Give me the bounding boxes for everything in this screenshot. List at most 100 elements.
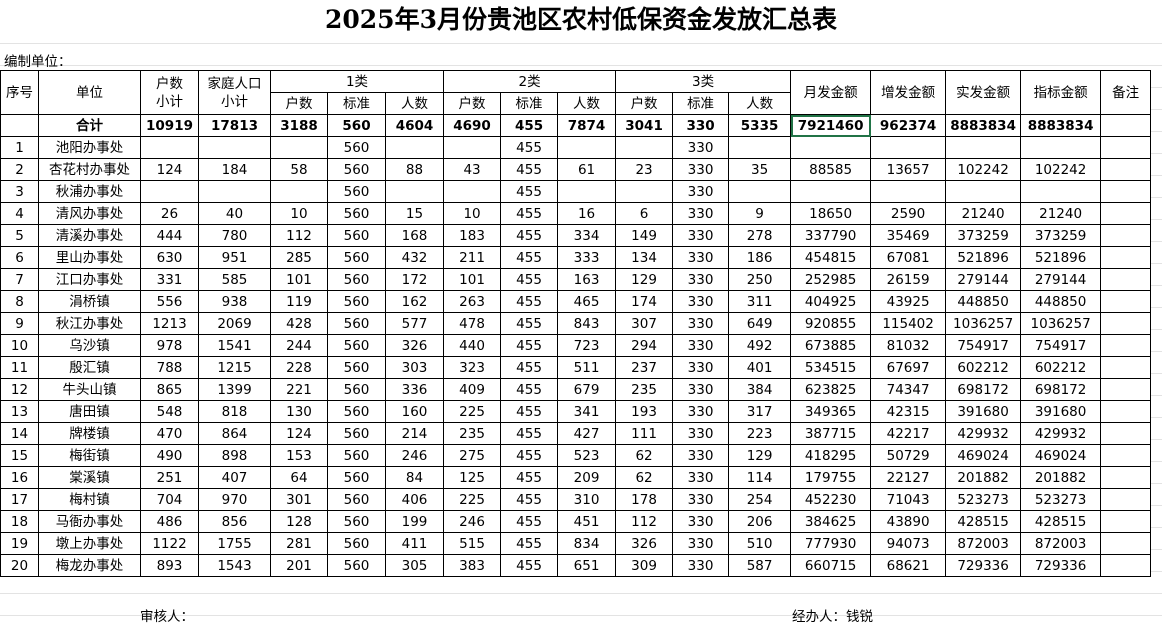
header-cell: 户数 bbox=[443, 92, 502, 115]
cell: 560 bbox=[327, 488, 386, 511]
cell: 409 bbox=[443, 378, 502, 401]
row-number: 1 bbox=[0, 136, 39, 159]
cell: 429932 bbox=[945, 422, 1022, 445]
cell: 153 bbox=[270, 444, 328, 467]
row-number: 8 bbox=[0, 290, 39, 313]
cell: 865 bbox=[140, 378, 199, 401]
cell: 23 bbox=[615, 158, 674, 181]
row-number: 11 bbox=[0, 356, 39, 379]
cell: 387715 bbox=[790, 422, 872, 445]
cell: 228 bbox=[270, 356, 328, 379]
unit-name: 殷汇镇 bbox=[38, 356, 141, 379]
cell: 330 bbox=[672, 356, 730, 379]
cell: 9 bbox=[728, 202, 792, 225]
cell bbox=[615, 180, 674, 203]
cell: 455 bbox=[500, 180, 559, 203]
data-row: 18 马衙办事处 486 856 128 560 199 246 455 451 112 330 206… bbox=[0, 510, 1152, 533]
cell bbox=[1100, 224, 1152, 247]
row-number: 3 bbox=[0, 180, 39, 203]
cell: 237 bbox=[615, 356, 674, 379]
cell: 560 bbox=[327, 444, 386, 467]
unit-name: 牌楼镇 bbox=[38, 422, 141, 445]
cell: 336 bbox=[384, 378, 445, 401]
cell: 534515 bbox=[790, 356, 872, 379]
unit-name: 乌沙镇 bbox=[38, 334, 141, 357]
cell: 938 bbox=[198, 290, 271, 313]
cell: 401 bbox=[728, 356, 792, 379]
cell: 179755 bbox=[790, 466, 872, 489]
cell: 729336 bbox=[945, 554, 1022, 577]
cell: 40 bbox=[198, 202, 271, 225]
cell: 560 bbox=[327, 246, 386, 269]
cell: 16 bbox=[557, 202, 617, 225]
cell: 920855 bbox=[790, 312, 872, 335]
cell bbox=[0, 114, 39, 137]
cell: 162 bbox=[384, 290, 445, 313]
cell: 560 bbox=[327, 466, 386, 489]
cell: 587 bbox=[728, 554, 792, 577]
cell: 330 bbox=[672, 400, 730, 423]
cell: 1215 bbox=[198, 356, 271, 379]
data-row: 1 池阳办事处 560 455 330 bbox=[0, 136, 1152, 159]
cell: 428515 bbox=[1020, 510, 1102, 533]
header-cell: 人数 bbox=[728, 92, 792, 115]
cell: 35 bbox=[728, 158, 792, 181]
unit-name: 梅街镇 bbox=[38, 444, 141, 467]
table-body: 序号 单位 户数 小计 家庭人口 小计 1类 2类 3类 月发金额 增发金额 实发金… bbox=[0, 70, 1152, 577]
cell: 149 bbox=[615, 224, 674, 247]
cell: 278 bbox=[728, 224, 792, 247]
cell bbox=[1100, 246, 1152, 269]
cell: 455 bbox=[500, 378, 559, 401]
cell: 211 bbox=[443, 246, 502, 269]
header-line: 小计 bbox=[221, 93, 248, 110]
cell: 349365 bbox=[790, 400, 872, 423]
cell: 252985 bbox=[790, 268, 872, 291]
cell: 178 bbox=[615, 488, 674, 511]
cell bbox=[140, 136, 199, 159]
cell: 64 bbox=[270, 466, 328, 489]
row-number: 9 bbox=[0, 312, 39, 335]
cell bbox=[870, 136, 947, 159]
cell bbox=[1100, 554, 1152, 577]
data-row: 19 墩上办事处 1122 1755 281 560 411 515 455 834 326 330 5… bbox=[0, 532, 1152, 555]
data-row: 2 杏花村办事处 124 184 58 560 88 43 455 61 23 330 35 88585 1… bbox=[0, 158, 1152, 181]
cell: 186 bbox=[728, 246, 792, 269]
cell: 510 bbox=[728, 532, 792, 555]
cell: 62 bbox=[615, 466, 674, 489]
cell: 560 bbox=[327, 532, 386, 555]
cell: 35469 bbox=[870, 224, 947, 247]
cell: 893 bbox=[140, 554, 199, 577]
handler: 经办人：钱锐 bbox=[792, 609, 873, 625]
cell bbox=[443, 180, 502, 203]
cell: 201 bbox=[270, 554, 328, 577]
row-number: 10 bbox=[0, 334, 39, 357]
cell: 330 bbox=[672, 334, 730, 357]
header-line: 小计 bbox=[156, 93, 183, 110]
cell: 301 bbox=[270, 488, 328, 511]
cell: 119 bbox=[270, 290, 328, 313]
cell: 843 bbox=[557, 312, 617, 335]
cell: 294 bbox=[615, 334, 674, 357]
header-cell: 指标金额 bbox=[1020, 70, 1102, 115]
cell: 129 bbox=[728, 444, 792, 467]
cell bbox=[1100, 400, 1152, 423]
cell: 455 bbox=[500, 510, 559, 533]
cell bbox=[728, 136, 792, 159]
unit-name: 墩上办事处 bbox=[38, 532, 141, 555]
cell: 651 bbox=[557, 554, 617, 577]
cell: 330 bbox=[672, 202, 730, 225]
unit-name: 秋江办事处 bbox=[38, 312, 141, 335]
cell: 8883834 bbox=[1020, 114, 1102, 137]
cell bbox=[1100, 422, 1152, 445]
data-row: 8 涓桥镇 556 938 119 560 162 263 455 465 174 330 311 404… bbox=[0, 290, 1152, 313]
cell: 279144 bbox=[945, 268, 1022, 291]
cell: 7921460 bbox=[790, 114, 872, 137]
cell: 337790 bbox=[790, 224, 872, 247]
cell: 311 bbox=[728, 290, 792, 313]
cell: 872003 bbox=[1020, 532, 1102, 555]
cell: 523273 bbox=[945, 488, 1022, 511]
cell: 330 bbox=[672, 312, 730, 335]
cell: 15 bbox=[384, 202, 445, 225]
cell: 1543 bbox=[198, 554, 271, 577]
